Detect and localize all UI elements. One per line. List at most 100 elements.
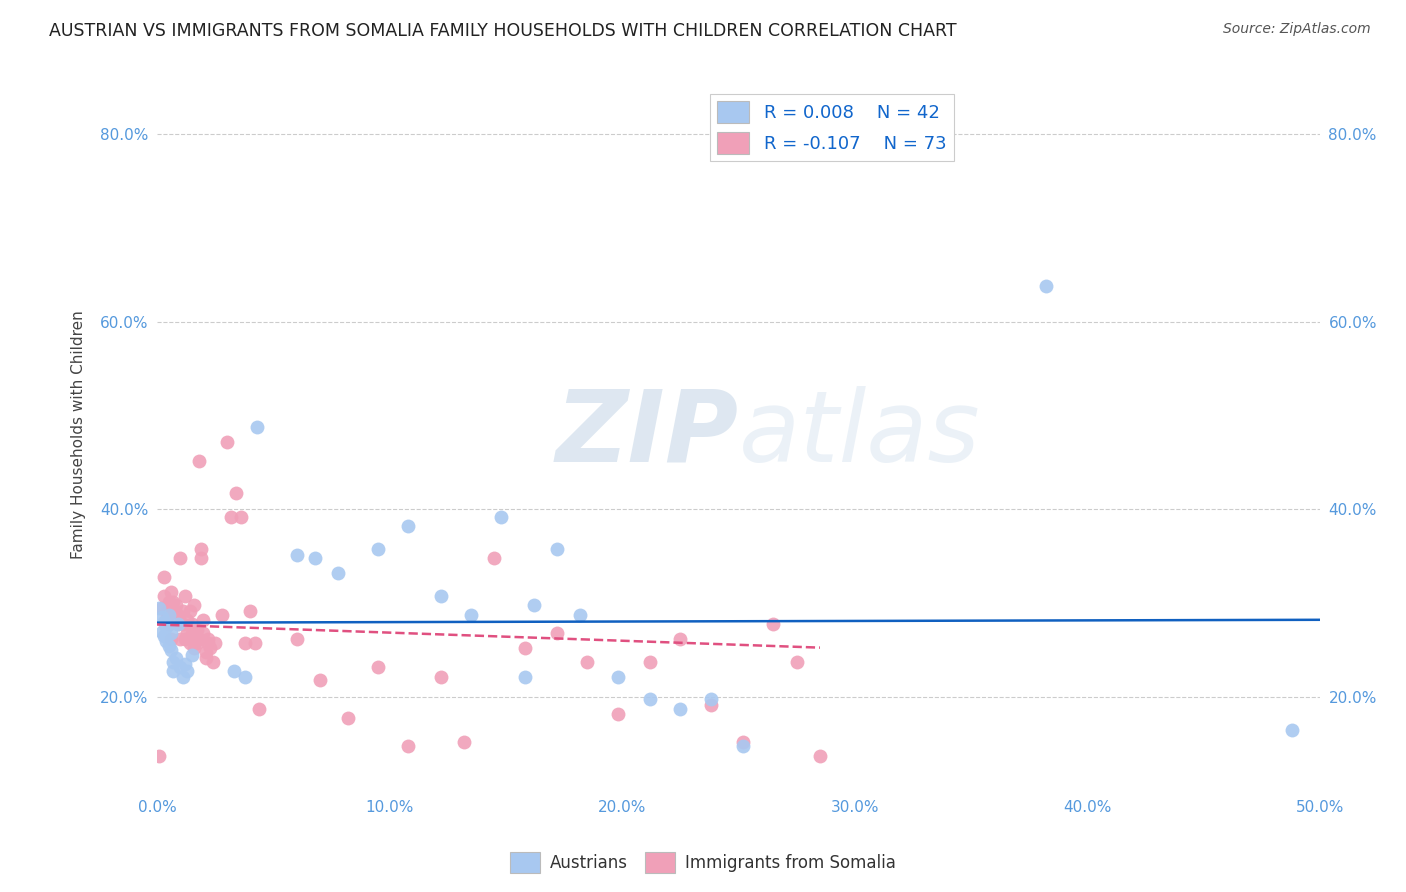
Point [396, 739, 419, 753]
Point [484, 551, 506, 566]
Point [150, 624, 173, 639]
Point [169, 660, 191, 674]
Point [160, 585, 183, 599]
Point [186, 636, 208, 650]
Point [429, 670, 451, 684]
Point [167, 617, 190, 632]
Point [762, 617, 785, 632]
Legend: Austrians, Immigrants from Somalia: Austrians, Immigrants from Somalia [503, 846, 903, 880]
Point [193, 613, 215, 627]
Point [204, 636, 226, 650]
Point [808, 748, 831, 763]
Point [247, 701, 270, 715]
Point [187, 453, 209, 467]
Point [162, 594, 184, 608]
Point [243, 636, 266, 650]
Point [160, 626, 183, 640]
Point [176, 664, 198, 678]
Point [194, 645, 217, 659]
Point [183, 641, 205, 656]
Point [179, 604, 201, 618]
Point [336, 711, 359, 725]
Point [194, 651, 217, 665]
Point [183, 599, 205, 613]
Point [169, 632, 191, 646]
Point [429, 589, 451, 603]
Point [167, 617, 190, 632]
Text: ZIP: ZIP [555, 386, 738, 483]
Y-axis label: Family Households with Children: Family Households with Children [72, 310, 86, 558]
Point [235, 670, 257, 684]
Point [200, 641, 222, 656]
Point [606, 707, 628, 722]
Point [153, 589, 176, 603]
Point [162, 604, 184, 618]
Point [160, 632, 183, 646]
Point [148, 748, 170, 763]
Point [173, 589, 195, 603]
Point [1035, 279, 1057, 293]
Point [733, 739, 755, 753]
Point [172, 617, 194, 632]
Point [396, 519, 419, 533]
Point [285, 632, 308, 646]
Point [180, 626, 202, 640]
Point [453, 735, 475, 749]
Point [165, 613, 187, 627]
Point [523, 599, 546, 613]
Point [172, 604, 194, 618]
Point [153, 615, 176, 630]
Point [733, 735, 755, 749]
Point [153, 570, 176, 584]
Point [155, 634, 177, 648]
Point [221, 510, 243, 524]
Point [157, 617, 180, 632]
Point [201, 655, 224, 669]
Point [186, 623, 208, 637]
Point [328, 566, 350, 581]
Point [546, 626, 568, 640]
Point [225, 485, 247, 500]
Point [222, 664, 245, 678]
Point [460, 607, 482, 622]
Point [246, 419, 269, 434]
Point [179, 636, 201, 650]
Point [157, 594, 180, 608]
Point [173, 657, 195, 672]
Point [155, 613, 177, 627]
Point [153, 629, 176, 643]
Point [367, 541, 389, 556]
Point [235, 636, 257, 650]
Point [160, 643, 183, 657]
Point [1281, 723, 1303, 738]
Point [157, 607, 180, 622]
Point [546, 541, 568, 556]
Point [150, 610, 173, 624]
Point [197, 632, 219, 646]
Text: AUSTRIAN VS IMMIGRANTS FROM SOMALIA FAMILY HOUSEHOLDS WITH CHILDREN CORRELATION : AUSTRIAN VS IMMIGRANTS FROM SOMALIA FAMI… [49, 22, 957, 40]
Point [172, 670, 194, 684]
Point [176, 613, 198, 627]
Point [367, 660, 389, 674]
Point [173, 632, 195, 646]
Point [786, 655, 808, 669]
Point [491, 510, 513, 524]
Point [190, 551, 212, 566]
Point [150, 601, 173, 615]
Point [285, 548, 308, 562]
Point [215, 434, 238, 449]
Point [669, 701, 692, 715]
Point [169, 551, 191, 566]
Point [576, 655, 599, 669]
Point [193, 626, 215, 640]
Point [165, 651, 187, 665]
Point [699, 698, 721, 712]
Point [606, 670, 628, 684]
Point [155, 620, 177, 634]
Legend: R = 0.008    N = 42, R = -0.107    N = 73: R = 0.008 N = 42, R = -0.107 N = 73 [710, 94, 953, 161]
Point [304, 551, 326, 566]
Point [148, 601, 170, 615]
Point [162, 664, 184, 678]
Point [187, 632, 209, 646]
Point [638, 655, 661, 669]
